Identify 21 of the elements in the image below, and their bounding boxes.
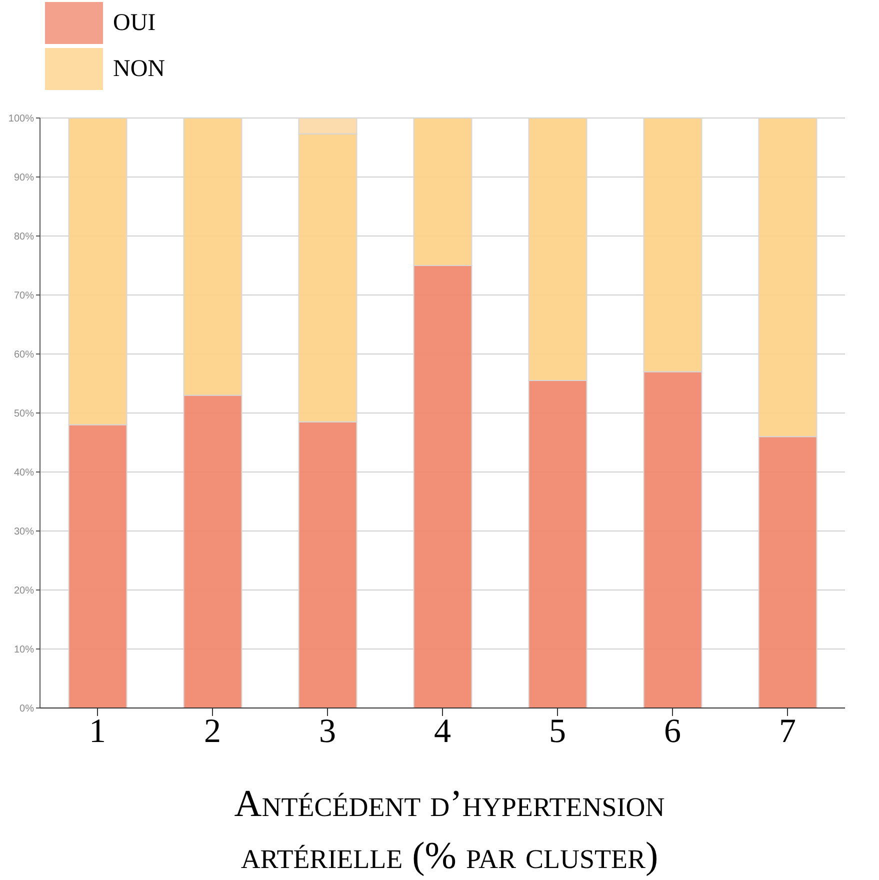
y-tick-label: 40% xyxy=(14,468,34,479)
y-tick-label: 60% xyxy=(14,350,34,361)
legend-label: NON xyxy=(113,56,165,82)
x-tick-label: 6 xyxy=(664,713,681,750)
y-tick-label: 20% xyxy=(14,586,34,597)
x-tick-label: 7 xyxy=(779,713,796,750)
y-tick-label: 70% xyxy=(14,290,34,302)
y-tick-label: 10% xyxy=(14,644,34,656)
legend-label: OUI xyxy=(113,10,156,36)
x-axis-title: Antécédent d’hypertension artérielle (% par cluster) xyxy=(233,782,666,879)
x-tick-label: 1 xyxy=(89,713,106,750)
y-tick-label: 30% xyxy=(14,526,34,538)
x-tick-label: 4 xyxy=(434,713,451,750)
y-tick-label: 90% xyxy=(14,172,34,184)
x-tick-label: 2 xyxy=(204,713,221,750)
y-tick-label: 50% xyxy=(14,408,34,420)
y-tick-label: 100% xyxy=(8,114,34,125)
x-tick-label: 5 xyxy=(549,713,566,750)
y-tick-label: 0% xyxy=(20,704,34,715)
y-tick-label: 80% xyxy=(14,232,34,243)
x-tick-label: 3 xyxy=(319,713,336,750)
